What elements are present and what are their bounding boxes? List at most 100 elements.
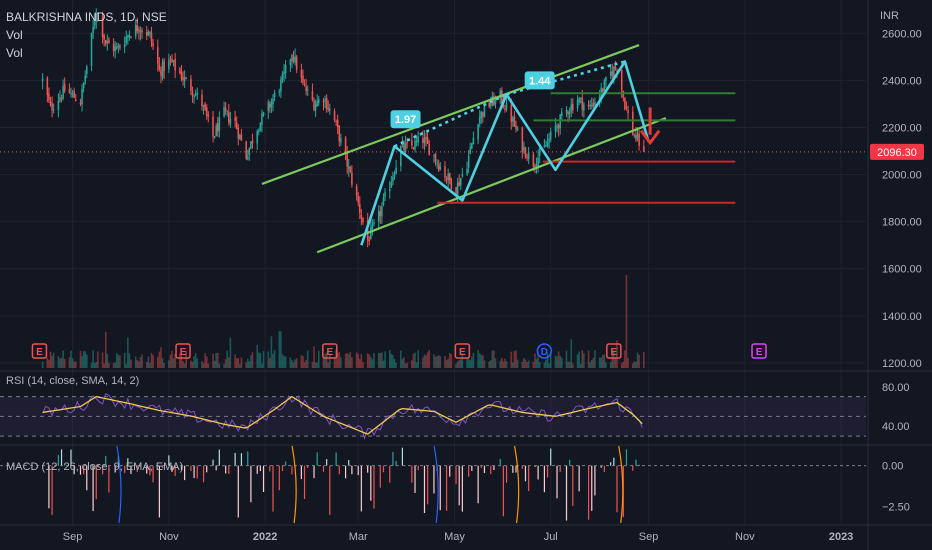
candle-body	[237, 127, 240, 139]
candle-body	[74, 99, 77, 102]
candle-body	[404, 143, 407, 152]
rsi-title[interactable]: RSI (14, close, SMA, 14, 2)	[6, 375, 140, 387]
volume-bar	[423, 354, 426, 368]
candle-body	[635, 134, 637, 140]
volume-bar	[333, 357, 336, 368]
candle-body	[631, 111, 634, 135]
candle-body	[270, 102, 273, 108]
candle-body	[557, 125, 560, 129]
volume-bar	[417, 350, 419, 368]
volume-bar	[489, 360, 492, 368]
volume-bar	[549, 351, 552, 368]
volume-bar	[158, 351, 161, 368]
volume-bar	[581, 350, 584, 368]
candle-body	[106, 40, 109, 43]
volume-bar	[335, 350, 337, 368]
candle-body	[294, 56, 296, 63]
event-marker-label: E	[756, 347, 763, 358]
candle-body	[281, 74, 284, 80]
volume-bar	[560, 357, 563, 368]
volume-bar	[611, 350, 614, 368]
candle-body	[592, 103, 595, 107]
candle-body	[543, 145, 546, 148]
candle-body	[325, 97, 328, 110]
candle-body	[59, 97, 61, 102]
volume-bar	[605, 362, 607, 368]
volume-bar	[384, 351, 386, 368]
volume-bar	[400, 350, 402, 368]
candle-body	[168, 60, 170, 70]
candle-body	[510, 104, 513, 122]
macd-title[interactable]: MACD (12, 26, close, 9, EMA, EMA)	[6, 461, 184, 473]
rsi-tick-label: 40.00	[882, 421, 910, 433]
candle-body	[213, 136, 216, 138]
volume-bar	[84, 351, 87, 368]
time-tick-label: Sep	[639, 531, 659, 543]
candle-body	[223, 107, 225, 117]
candle-body	[458, 181, 460, 186]
volume-bar	[174, 354, 176, 368]
volume-bar	[477, 350, 479, 368]
volume-bar	[395, 363, 397, 368]
volume-bar	[267, 351, 270, 368]
volume-bar	[521, 361, 524, 368]
candle-body	[196, 92, 199, 95]
candle-body	[388, 188, 391, 192]
volume-bar	[325, 352, 328, 368]
candle-body	[371, 224, 374, 230]
volume-bar	[62, 350, 64, 368]
volume-bar	[572, 363, 574, 368]
candle-body	[207, 115, 210, 117]
candle-body	[368, 239, 371, 242]
volume-bar	[401, 358, 404, 368]
volume-bars	[41, 275, 645, 368]
candle-body	[229, 119, 232, 125]
candle-body	[261, 113, 263, 125]
price-tick-label: 1200.00	[882, 358, 922, 370]
volume-bar	[505, 361, 508, 368]
event-marker-label: D	[541, 347, 548, 358]
candle-body	[171, 58, 173, 63]
volume-bar	[201, 361, 203, 368]
candle-body	[406, 142, 408, 144]
candle-body	[57, 101, 60, 111]
volume-bar	[461, 353, 464, 368]
volume-bar	[565, 350, 568, 368]
volume-bar	[616, 340, 618, 368]
volume-bar	[390, 353, 393, 368]
volume-bar	[150, 352, 153, 368]
volume-bar	[269, 357, 271, 368]
volume-bar	[488, 361, 490, 368]
macd-signal-line	[116, 445, 122, 524]
volume-bar	[633, 361, 636, 368]
volume-bar	[567, 361, 569, 368]
candle-body	[523, 146, 525, 151]
volume-bar	[351, 357, 353, 368]
candle-body	[52, 109, 55, 111]
candle-body	[434, 153, 437, 162]
candle-body	[115, 47, 118, 49]
macd-tick-label: 0.00	[882, 461, 903, 473]
volume-bar	[576, 354, 579, 368]
vol-indicator-label-2[interactable]: Vol	[6, 46, 23, 60]
vol-indicator-label[interactable]: Vol	[6, 28, 23, 42]
candle-body	[141, 30, 143, 33]
volume-bar	[524, 359, 527, 368]
volume-bar	[349, 352, 352, 368]
candle-body	[130, 36, 132, 38]
candle-body	[128, 35, 131, 38]
volume-bar	[471, 356, 473, 368]
candle-body	[445, 178, 448, 180]
candle-body	[204, 103, 206, 110]
volume-bar	[535, 358, 538, 368]
candle-body	[179, 68, 181, 74]
volume-bar	[594, 350, 596, 368]
volume-bar	[458, 359, 460, 368]
volume-bar	[160, 347, 162, 368]
candle-body	[63, 84, 66, 91]
volume-bar	[190, 360, 192, 368]
candle-body	[534, 165, 536, 167]
volume-bar	[439, 356, 442, 368]
rsi-pane	[0, 393, 866, 440]
